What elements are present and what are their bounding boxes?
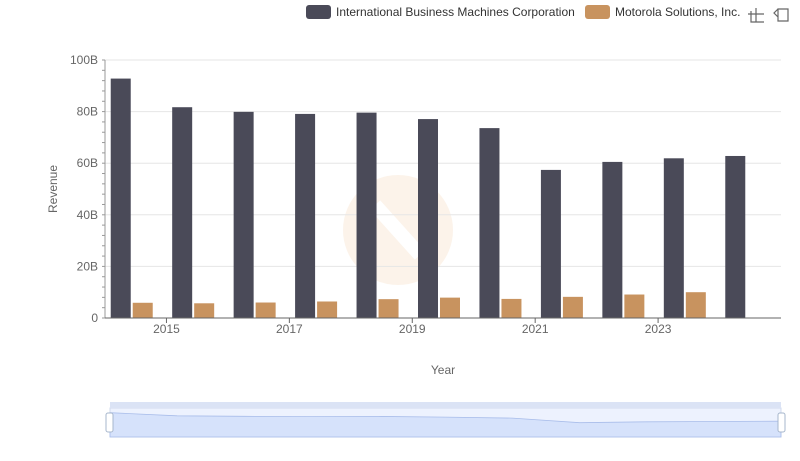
legend-item-ibm[interactable]: International Business Machines Corporat… bbox=[306, 5, 575, 19]
x-tick-label: 2017 bbox=[276, 322, 303, 336]
bar-motorola[interactable] bbox=[440, 297, 460, 318]
slider-left-handle[interactable] bbox=[105, 412, 114, 433]
bar-motorola[interactable] bbox=[132, 302, 153, 318]
bar-ibm[interactable] bbox=[602, 161, 623, 318]
bars bbox=[110, 78, 746, 319]
y-tick-label: 80B bbox=[77, 105, 98, 119]
bar-motorola[interactable] bbox=[685, 292, 706, 318]
legend-label: International Business Machines Corporat… bbox=[336, 5, 575, 19]
legend-label: Motorola Solutions, Inc. bbox=[615, 5, 740, 19]
bar-motorola[interactable] bbox=[501, 298, 522, 318]
zoom-icon[interactable] bbox=[748, 8, 764, 23]
slider-top-bar[interactable] bbox=[110, 402, 781, 408]
slider-right-handle[interactable] bbox=[777, 412, 786, 433]
x-tick-label: 2015 bbox=[153, 322, 180, 336]
legend-item-motorola[interactable]: Motorola Solutions, Inc. bbox=[585, 5, 740, 19]
x-tick-label: 2023 bbox=[645, 322, 672, 336]
bar-motorola[interactable] bbox=[624, 294, 645, 318]
bar-ibm[interactable] bbox=[295, 113, 316, 318]
bar-motorola[interactable] bbox=[378, 299, 399, 318]
legend-swatch bbox=[585, 5, 610, 19]
y-tick-label: 60B bbox=[77, 156, 98, 170]
y-tick-label: 20B bbox=[77, 259, 98, 273]
bar-motorola[interactable] bbox=[562, 296, 583, 318]
bar-ibm[interactable] bbox=[418, 119, 438, 318]
y-tick-label: 100B bbox=[70, 53, 98, 67]
bar-ibm[interactable] bbox=[663, 158, 684, 318]
slider-preview-line bbox=[109, 412, 782, 438]
legend[interactable]: International Business Machines Corporat… bbox=[306, 5, 740, 19]
bar-ibm[interactable] bbox=[725, 155, 746, 318]
bar-ibm[interactable] bbox=[172, 107, 193, 319]
legend-swatch bbox=[306, 5, 331, 19]
y-axis-title: Revenue bbox=[46, 165, 60, 213]
x-tick-label: 2021 bbox=[522, 322, 549, 336]
y-tick-label: 0 bbox=[91, 311, 98, 325]
bar-motorola[interactable] bbox=[255, 302, 276, 318]
axes: 0 20B 40B 60B 80B 100B 2015 2017 2019 2021 2023 bbox=[70, 53, 781, 336]
restore-icon[interactable] bbox=[773, 8, 789, 22]
bar-ibm[interactable] bbox=[479, 128, 500, 318]
x-tick-label: 2019 bbox=[399, 322, 426, 336]
bar-ibm[interactable] bbox=[233, 111, 254, 318]
x-axis-title: Year bbox=[431, 363, 455, 377]
y-tick-label: 40B bbox=[77, 208, 98, 222]
bar-motorola[interactable] bbox=[194, 303, 215, 318]
bar-ibm[interactable] bbox=[356, 112, 377, 318]
data-zoom-slider[interactable] bbox=[105, 402, 786, 438]
bar-ibm[interactable] bbox=[540, 169, 561, 318]
bar-motorola[interactable] bbox=[317, 301, 338, 318]
bar-ibm[interactable] bbox=[110, 78, 131, 319]
